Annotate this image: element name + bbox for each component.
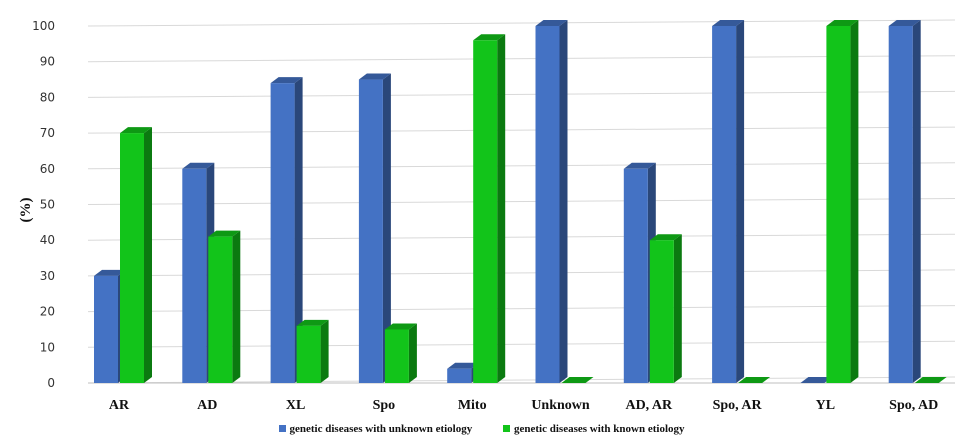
y-tick-label: 30 — [40, 269, 55, 283]
x-category-label: AR — [109, 398, 130, 413]
bar-known-ar — [120, 127, 152, 383]
bars — [94, 20, 947, 384]
y-tick-label: 20 — [40, 305, 55, 319]
legend-item-known: genetic diseases with known etiology — [503, 423, 685, 435]
y-tick-label: 60 — [40, 162, 55, 176]
bar-unknown-spo-ar — [712, 20, 745, 383]
y-tick-label: 10 — [40, 340, 55, 354]
legend-swatch-unknown — [278, 425, 286, 432]
y-axis-ticks: 0 10 20 30 40 50 60 70 80 90 100 — [32, 19, 55, 390]
y-tick-label: 80 — [40, 90, 55, 104]
bar-known-spo-ar — [738, 377, 771, 383]
bar-unknown-yl — [800, 377, 833, 383]
bar-known-mito — [473, 34, 506, 383]
gridline — [87, 19, 956, 27]
y-tick-label: 50 — [40, 198, 55, 212]
gridline — [87, 162, 956, 170]
bar-unknown-spo-ad — [888, 20, 921, 383]
bar-known-ad — [208, 230, 241, 383]
bar-known-spo — [384, 323, 417, 383]
y-tick-label: 90 — [40, 55, 55, 69]
x-category-label: XL — [286, 398, 305, 413]
y-tick-label: 100 — [32, 19, 55, 33]
x-category-label: Spo — [373, 398, 396, 413]
gridline — [87, 90, 956, 98]
x-category-label: AD — [197, 398, 217, 413]
bar-unknown-spo — [358, 73, 391, 384]
y-axis-label: (%) — [18, 198, 34, 223]
y-tick-label: 70 — [40, 126, 55, 140]
bar-unknown-xl — [270, 77, 303, 384]
x-category-label: Mito — [458, 398, 487, 413]
legend: genetic diseases with unknown etiology g… — [0, 423, 963, 435]
x-category-label: Unknown — [531, 398, 590, 413]
bar-known-yl — [826, 20, 859, 383]
x-category-label: AD, AR — [625, 398, 673, 413]
legend-swatch-known — [503, 425, 510, 432]
x-category-label: YL — [816, 398, 835, 413]
bar-known-ad-ar — [649, 234, 682, 383]
gridline — [87, 198, 956, 205]
gridline — [87, 126, 956, 134]
legend-label-unknown: genetic diseases with unknown etiology — [289, 423, 473, 435]
bar-known-unknown — [561, 377, 594, 383]
legend-item-unknown: genetic diseases with unknown etiology — [278, 423, 473, 435]
bar-known-xl — [296, 319, 329, 383]
x-axis-categories: AR AD XL Spo Mito Unknown AD, AR Spo, AR YL Spo, … — [109, 398, 938, 413]
gridline — [87, 55, 956, 63]
x-category-label: Spo, AD — [889, 398, 938, 413]
y-tick-label: 0 — [47, 376, 55, 390]
y-tick-label: 40 — [40, 233, 55, 247]
bar-known-spo-ad — [914, 377, 947, 383]
x-category-label: Spo, AR — [713, 398, 763, 413]
legend-label-known: genetic diseases with known etiology — [514, 423, 685, 435]
bar-unknown-unknown — [535, 20, 568, 383]
